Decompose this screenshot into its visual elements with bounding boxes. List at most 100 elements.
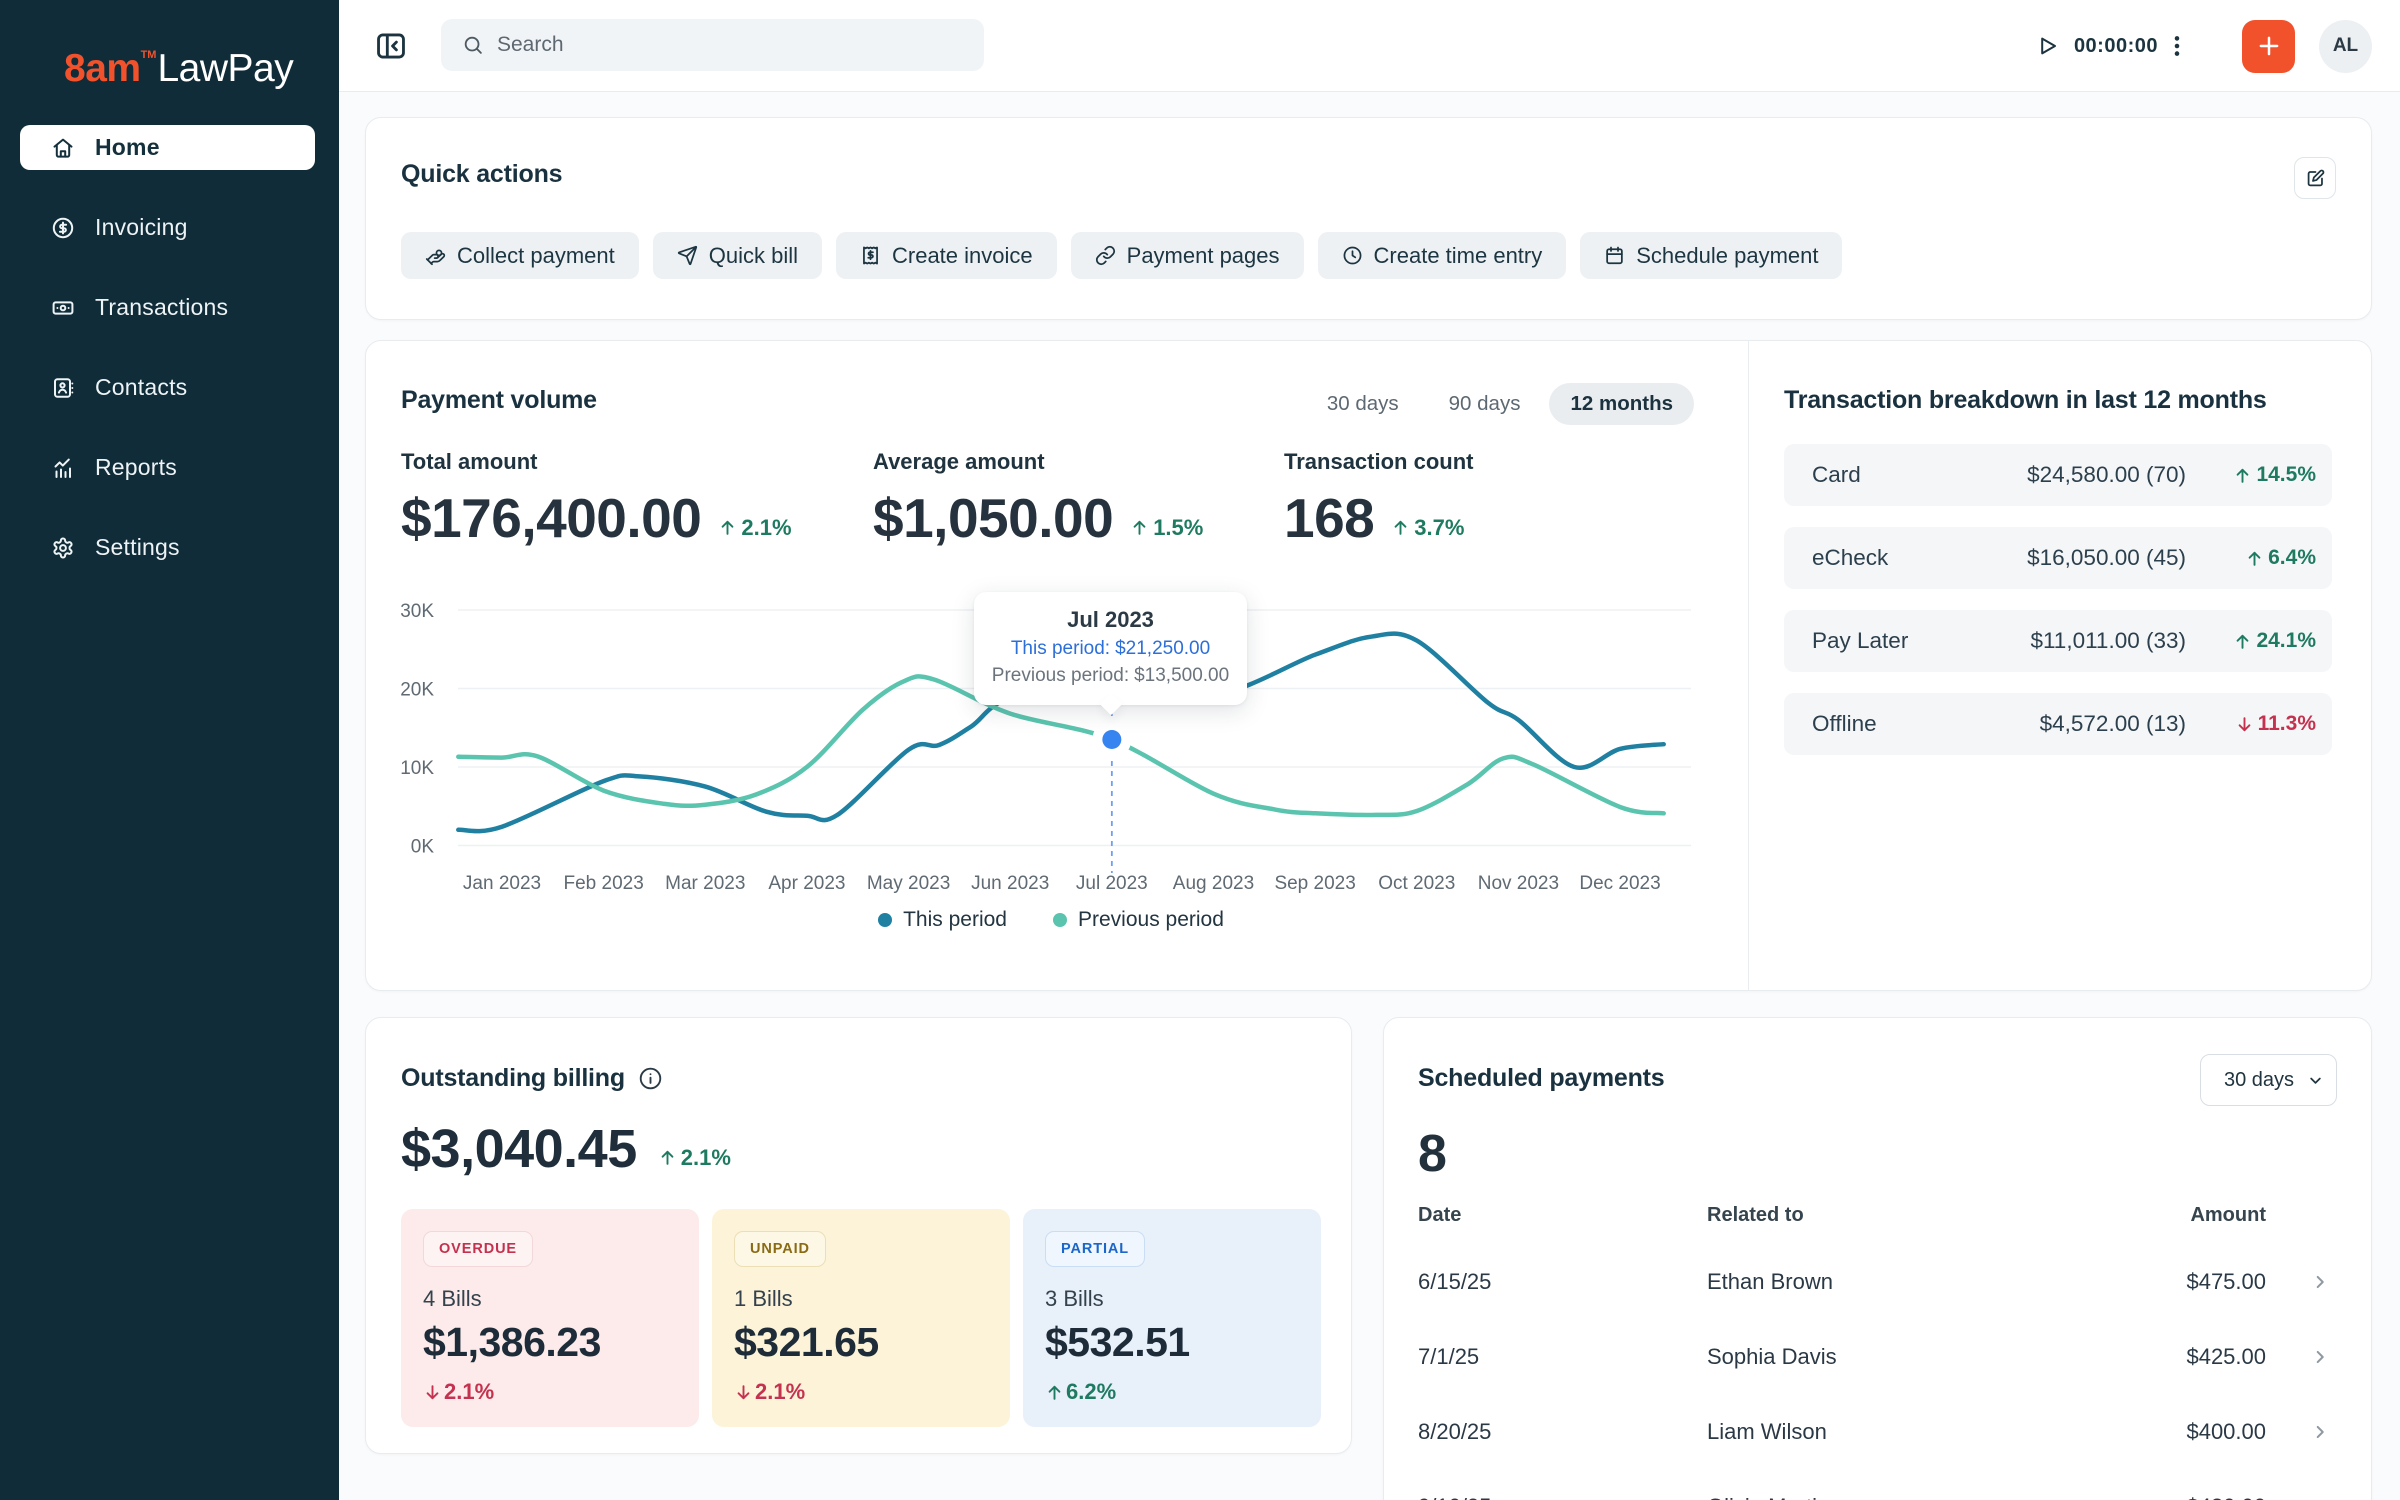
sidebar-item-home[interactable]: Home bbox=[20, 125, 315, 170]
link-icon bbox=[1095, 245, 1115, 266]
hand-coins-icon bbox=[425, 249, 446, 266]
row-amount: $425.00 bbox=[2186, 1343, 2266, 1369]
table-row[interactable]: 8/20/25 Liam Wilson $400.00 bbox=[1418, 1394, 2339, 1469]
edit-quick-actions-button[interactable] bbox=[2294, 157, 2336, 199]
bill-count: 4 Bills bbox=[423, 1286, 482, 1311]
status-amount: $532.51 bbox=[1045, 1319, 1190, 1365]
table-row[interactable]: 6/15/25 Ethan Brown $475.00 bbox=[1418, 1244, 2339, 1319]
send-icon bbox=[677, 245, 697, 266]
tab-30-days[interactable]: 30 days bbox=[1306, 383, 1420, 425]
chart-legend: This period Previous period bbox=[391, 908, 1711, 932]
metric-change: 3.7% bbox=[1391, 515, 1464, 541]
row-amount: $400.00 bbox=[2186, 1418, 2266, 1444]
panel-collapse-icon bbox=[377, 33, 405, 59]
create-invoice-button[interactable]: Create invoice bbox=[836, 232, 1057, 279]
sidebar-item-label: Invoicing bbox=[95, 214, 188, 240]
play-icon bbox=[2041, 37, 2056, 55]
vertical-divider bbox=[1748, 341, 1749, 990]
breakdown-method: Card bbox=[1812, 462, 1861, 487]
row-date: 6/15/25 bbox=[1418, 1268, 1492, 1294]
sidebar-item-contacts[interactable]: Contacts bbox=[20, 365, 315, 410]
row-date: 7/1/25 bbox=[1418, 1343, 1480, 1369]
sidebar-item-settings[interactable]: Settings bbox=[20, 525, 315, 570]
svg-text:10K: 10K bbox=[400, 758, 434, 779]
sidebar-item-label: Settings bbox=[95, 534, 180, 560]
metric-transaction-count: Transaction count 168 3.7% bbox=[1284, 449, 1473, 550]
search-input[interactable] bbox=[484, 19, 984, 71]
range-tabs: 30 days 90 days 12 months bbox=[1266, 383, 1694, 425]
svg-text:Mar 2023: Mar 2023 bbox=[665, 873, 745, 894]
create-time-entry-button[interactable]: Create time entry bbox=[1317, 232, 1567, 279]
sidebar-item-label: Transactions bbox=[95, 294, 229, 320]
row-related-to: Liam Wilson bbox=[1707, 1418, 1827, 1444]
svg-text:20K: 20K bbox=[400, 680, 434, 701]
calendar-icon bbox=[1606, 246, 1623, 265]
collect-payment-button[interactable]: Collect payment bbox=[401, 232, 639, 279]
avatar[interactable]: AL bbox=[2319, 19, 2372, 73]
legend-previous-period: Previous period bbox=[1052, 908, 1224, 932]
metric-value: 168 bbox=[1284, 487, 1375, 549]
breakdown-amount: $24,580.00 (70) bbox=[2027, 462, 2186, 487]
partial-card[interactable]: PARTIAL 3 Bills $532.51 6.2% bbox=[1023, 1209, 1321, 1427]
arrow-up-icon bbox=[1133, 520, 1146, 535]
quick-action-label: Schedule payment bbox=[1636, 242, 1819, 268]
sidebar-collapse-button[interactable] bbox=[374, 29, 408, 63]
breakdown-change: 6.4% bbox=[2245, 546, 2316, 570]
quick-action-label: Create invoice bbox=[892, 242, 1033, 268]
chevron-right-icon[interactable] bbox=[2309, 1346, 2331, 1368]
overdue-card[interactable]: OVERDUE 4 Bills $1,386.23 2.1% bbox=[401, 1209, 699, 1427]
transactions-icon bbox=[51, 296, 75, 320]
tab-90-days[interactable]: 90 days bbox=[1428, 383, 1542, 425]
outstanding-billing-title: Outstanding billing bbox=[401, 1064, 625, 1092]
quick-bill-button[interactable]: Quick bill bbox=[652, 232, 822, 279]
svg-text:30K: 30K bbox=[400, 601, 434, 622]
search-icon bbox=[464, 36, 482, 54]
breakdown-row-offline: Offline $4,572.00 (13) 11.3% bbox=[1784, 693, 2332, 755]
quick-action-label: Create time entry bbox=[1373, 242, 1543, 268]
metric-total-amount: Total amount $176,400.00 2.1% bbox=[401, 449, 792, 550]
logo-lawpay-text: LawPay bbox=[157, 47, 294, 90]
billing-status-cards: OVERDUE 4 Bills $1,386.23 2.1% UNPAID 1 … bbox=[401, 1209, 1321, 1427]
quick-action-label: Collect payment bbox=[457, 242, 615, 268]
breakdown-row-echeck: eCheck $16,050.00 (45) 6.4% bbox=[1784, 527, 2332, 589]
info-icon[interactable] bbox=[638, 1066, 663, 1091]
arrow-up-icon bbox=[1048, 1385, 1061, 1400]
table-row[interactable]: 7/1/25 Sophia Davis $425.00 bbox=[1418, 1319, 2339, 1394]
table-row[interactable]: 9/10/25 Olivia Martin $430.00 bbox=[1418, 1469, 2339, 1500]
arrow-up-icon bbox=[661, 1150, 674, 1165]
svg-text:Nov 2023: Nov 2023 bbox=[1478, 873, 1559, 894]
arrow-up-icon bbox=[722, 520, 734, 535]
timer-play-button[interactable] bbox=[2035, 29, 2065, 63]
metric-label: Total amount bbox=[401, 449, 538, 474]
tooltip-this-period: This period: $21,250.00 bbox=[1010, 638, 1211, 659]
sidebar-item-reports[interactable]: Reports bbox=[20, 445, 315, 490]
svg-text:Oct 2023: Oct 2023 bbox=[1378, 873, 1455, 894]
tooltip-previous-period: Previous period: $13,500.00 bbox=[991, 665, 1230, 686]
breakdown-row-card: Card $24,580.00 (70) 14.5% bbox=[1784, 444, 2332, 506]
tab-12-months[interactable]: 12 months bbox=[1549, 383, 1694, 425]
schedule-payment-button[interactable]: Schedule payment bbox=[1580, 232, 1843, 279]
quick-action-label: Payment pages bbox=[1126, 242, 1280, 268]
chevron-right-icon[interactable] bbox=[2309, 1421, 2331, 1443]
row-amount: $430.00 bbox=[2186, 1494, 2266, 1500]
row-date: 9/10/25 bbox=[1418, 1494, 1491, 1500]
sidebar: 8amTMLawPay Home Invoicing Transactions … bbox=[0, 0, 339, 1500]
range-dropdown[interactable]: 30 days bbox=[2200, 1054, 2337, 1106]
outstanding-amount: $3,040.45 bbox=[401, 1119, 637, 1179]
create-new-button[interactable] bbox=[2242, 19, 2295, 73]
unpaid-card[interactable]: UNPAID 1 Bills $321.65 2.1% bbox=[712, 1209, 1010, 1427]
arrow-down-icon bbox=[737, 1384, 750, 1399]
metric-average-amount: Average amount $1,050.00 1.5% bbox=[873, 449, 1203, 550]
payment-pages-button[interactable]: Payment pages bbox=[1070, 232, 1304, 279]
quick-actions-row: Collect payment Quick bill Create invoic… bbox=[401, 232, 1843, 279]
sidebar-item-invoicing[interactable]: Invoicing bbox=[20, 205, 315, 250]
breakdown-change: 14.5% bbox=[2233, 463, 2316, 487]
tooltip-month: Jul 2023 bbox=[1067, 607, 1154, 632]
chevron-right-icon[interactable] bbox=[2309, 1271, 2331, 1293]
sidebar-item-transactions[interactable]: Transactions bbox=[20, 285, 315, 330]
chevron-right-icon[interactable] bbox=[2309, 1496, 2331, 1500]
timer-menu-button[interactable] bbox=[2164, 29, 2190, 63]
contacts-icon bbox=[51, 376, 75, 400]
metric-value: $176,400.00 bbox=[401, 487, 702, 549]
outstanding-billing-card: Outstanding billing $3,040.45 2.1% OVERD… bbox=[365, 1017, 1352, 1454]
